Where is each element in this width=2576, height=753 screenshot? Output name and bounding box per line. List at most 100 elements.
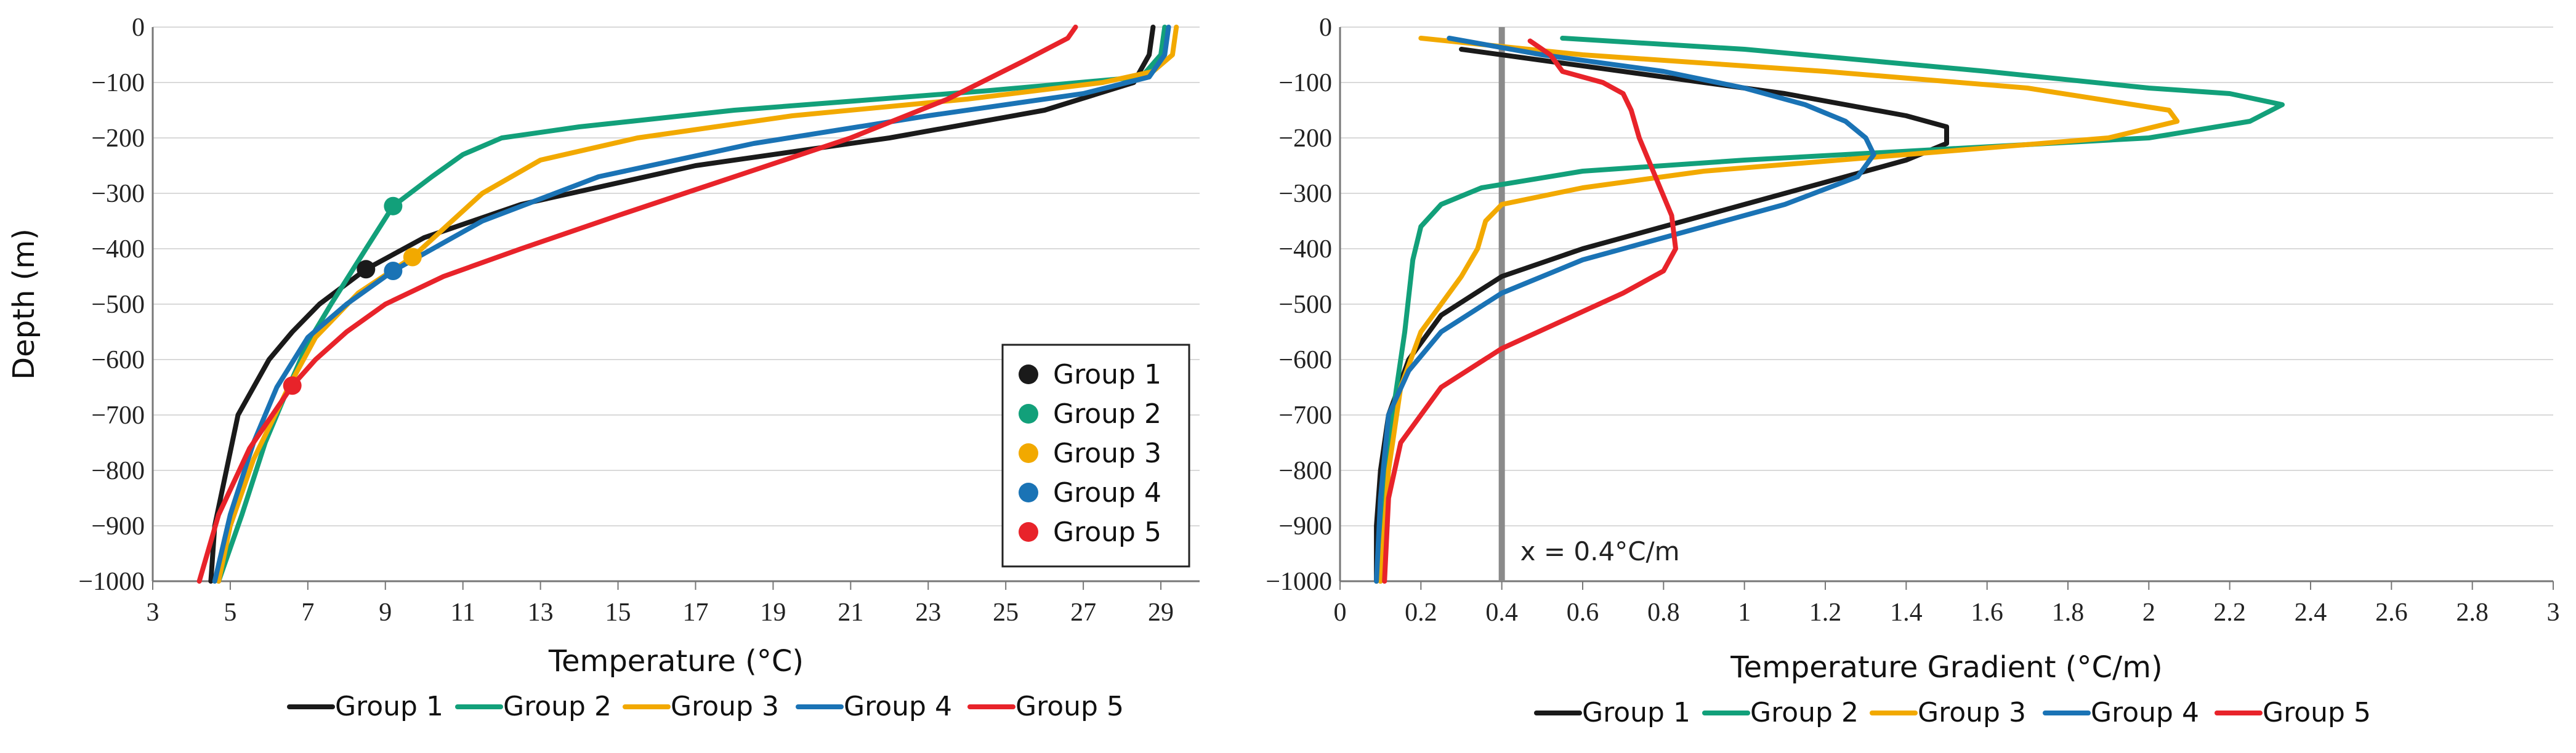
left-x-tick-label: 25: [993, 598, 1019, 627]
left-y-axis-title: Depth (m): [7, 228, 41, 380]
right-legend-label: Group 5: [2263, 697, 2371, 728]
left-x-tick-label: 5: [224, 598, 236, 627]
marker-legend-label: Group 5: [1053, 517, 1161, 548]
left-y-tick-label: −700: [91, 401, 145, 430]
right-legend-label: Group 4: [2091, 697, 2199, 728]
left-x-tick-label: 13: [528, 598, 554, 627]
left-y-tick-label: −200: [91, 124, 145, 153]
left-y-tick-label: −300: [91, 180, 145, 208]
right-y-tick-label: −200: [1278, 124, 1332, 153]
left-x-tick-label: 17: [682, 598, 708, 627]
left-legend-label: Group 2: [503, 691, 612, 722]
right-line-legend: Group 1 Group 2 Group 3 Group 4 Group 5: [1534, 697, 2371, 728]
marker-legend-swatch: [1019, 404, 1038, 424]
left-x-tick-label: 21: [838, 598, 863, 627]
left-x-tick-label: 15: [605, 598, 631, 627]
left-x-tick-label: 19: [760, 598, 786, 627]
right-y-tick-label: −700: [1278, 401, 1332, 430]
marker-legend-label: Group 1: [1053, 359, 1161, 390]
right-y-tick-label: −400: [1278, 235, 1332, 264]
right-y-tick-label: −600: [1278, 346, 1332, 374]
marker-legend-swatch: [1019, 364, 1038, 384]
left-x-tick-label: 23: [915, 598, 941, 627]
left-y-tick-label: −500: [91, 291, 145, 319]
right-x-tick-labels: 0 0.2 0.4 0.6 0.8 1 1.2 1.4 1.6 1.8 2 2.2 2.4 2.6 2.8 3: [1334, 581, 2560, 627]
left-series-line-group-3: [216, 25, 1179, 584]
left-series-line-group-5: [196, 25, 1078, 584]
left-y-tick-labels: 0 −100 −200 −300 −400 −500 −600 −700 −800 −900 −10…: [78, 14, 145, 596]
marker-legend-swatch: [1019, 522, 1038, 542]
right-series-lines: [1374, 36, 2285, 584]
left-series-line-group-4: [212, 25, 1171, 584]
left-y-tick-label: 0: [132, 14, 145, 42]
marker-legend-swatch: [1019, 443, 1038, 463]
right-x-tick-label: 1.4: [1890, 598, 1923, 627]
right-x-tick-label: 0: [1334, 598, 1347, 627]
left-x-tick-label: 27: [1070, 598, 1096, 627]
right-x-tick-label: 0.8: [1647, 598, 1680, 627]
right-y-tick-label: −900: [1278, 512, 1332, 541]
left-x-axis-title: Temperature (°C): [548, 644, 804, 679]
marker-legend-label: Group 2: [1053, 398, 1161, 430]
temperature-depth-chart: 0 −100 −200 −300 −400 −500 −600 −700 −800 −900 −10…: [7, 14, 1200, 722]
transition-marker-group-2: [384, 196, 403, 215]
transition-marker-group-1: [357, 260, 376, 279]
right-x-tick-label: 2.8: [2456, 598, 2489, 627]
left-x-tick-label: 3: [147, 598, 159, 627]
right-y-tick-label: −500: [1278, 291, 1332, 319]
right-x-tick-label: 2.2: [2213, 598, 2246, 627]
right-series-line-group-4: [1374, 36, 1876, 584]
temperature-gradient-chart: 0 −100 −200 −300 −400 −500 −600 −700 −800 −900 −10…: [1266, 14, 2559, 728]
left-y-tick-label: −900: [91, 512, 145, 541]
left-y-tick-label: −800: [91, 457, 145, 485]
right-y-tick-label: −300: [1278, 180, 1332, 208]
right-x-tick-label: 1.6: [1971, 598, 2003, 627]
right-x-tick-label: 1: [1738, 598, 1751, 627]
left-legend-label: Group 1: [335, 691, 443, 722]
left-legend-label: Group 4: [844, 691, 952, 722]
reference-line-label: x = 0.4°C/m: [1520, 536, 1680, 566]
right-y-tick-label: 0: [1319, 14, 1332, 42]
right-y-tick-label: −100: [1278, 69, 1332, 97]
right-series-line-group-3: [1378, 36, 2180, 584]
left-series-markers: [283, 196, 422, 395]
right-x-tick-label: 3: [2547, 598, 2560, 627]
right-series-line-group-2: [1378, 36, 2285, 584]
left-x-tick-label: 9: [379, 598, 392, 627]
transition-marker-group-4: [384, 262, 403, 280]
transition-marker-group-5: [283, 376, 302, 395]
right-series-line-group-1: [1374, 47, 1949, 584]
left-y-tick-label: −100: [91, 69, 145, 97]
right-y-tick-label: −800: [1278, 457, 1332, 485]
left-x-tick-label: 29: [1148, 598, 1174, 627]
right-legend-label: Group 3: [1918, 697, 2026, 728]
left-y-tick-label: −400: [91, 235, 145, 264]
right-x-tick-label: 1.2: [1809, 598, 1842, 627]
right-legend-label: Group 1: [1582, 697, 1690, 728]
right-legend-label: Group 2: [1750, 697, 1859, 728]
left-y-tick-label: −600: [91, 346, 145, 374]
marker-legend-box: Group 1 Group 2 Group 3 Group 4 Group 5: [1001, 344, 1190, 568]
transition-marker-group-3: [403, 248, 422, 267]
right-x-axis-title: Temperature Gradient (°C/m): [1730, 650, 2162, 685]
right-x-tick-label: 0.2: [1405, 598, 1437, 627]
right-x-tick-label: 2: [2142, 598, 2155, 627]
left-legend-label: Group 3: [671, 691, 779, 722]
right-y-tick-label: −1000: [1266, 568, 1332, 596]
right-y-tick-labels: 0 −100 −200 −300 −400 −500 −600 −700 −800 −900 −10…: [1266, 14, 1332, 596]
marker-legend-label: Group 4: [1053, 477, 1161, 509]
right-gridlines: [1340, 26, 2553, 526]
right-x-tick-label: 0.4: [1485, 598, 1518, 627]
right-x-tick-label: 2.4: [2295, 598, 2327, 627]
left-x-tick-labels: 3 5 7 9 11 13 15 17 19 21 23 25 27 29: [147, 581, 1174, 627]
marker-legend-label: Group 3: [1053, 438, 1161, 469]
right-x-tick-label: 2.6: [2375, 598, 2408, 627]
right-series-line-group-5: [1382, 38, 1678, 584]
left-x-tick-label: 7: [301, 598, 314, 627]
left-x-tick-label: 11: [450, 598, 475, 627]
left-line-legend: Group 1 Group 2 Group 3 Group 4 Group 5: [287, 691, 1124, 722]
right-x-tick-label: 1.8: [2052, 598, 2085, 627]
left-y-tick-label: −1000: [78, 568, 145, 596]
marker-legend-swatch: [1019, 483, 1038, 502]
